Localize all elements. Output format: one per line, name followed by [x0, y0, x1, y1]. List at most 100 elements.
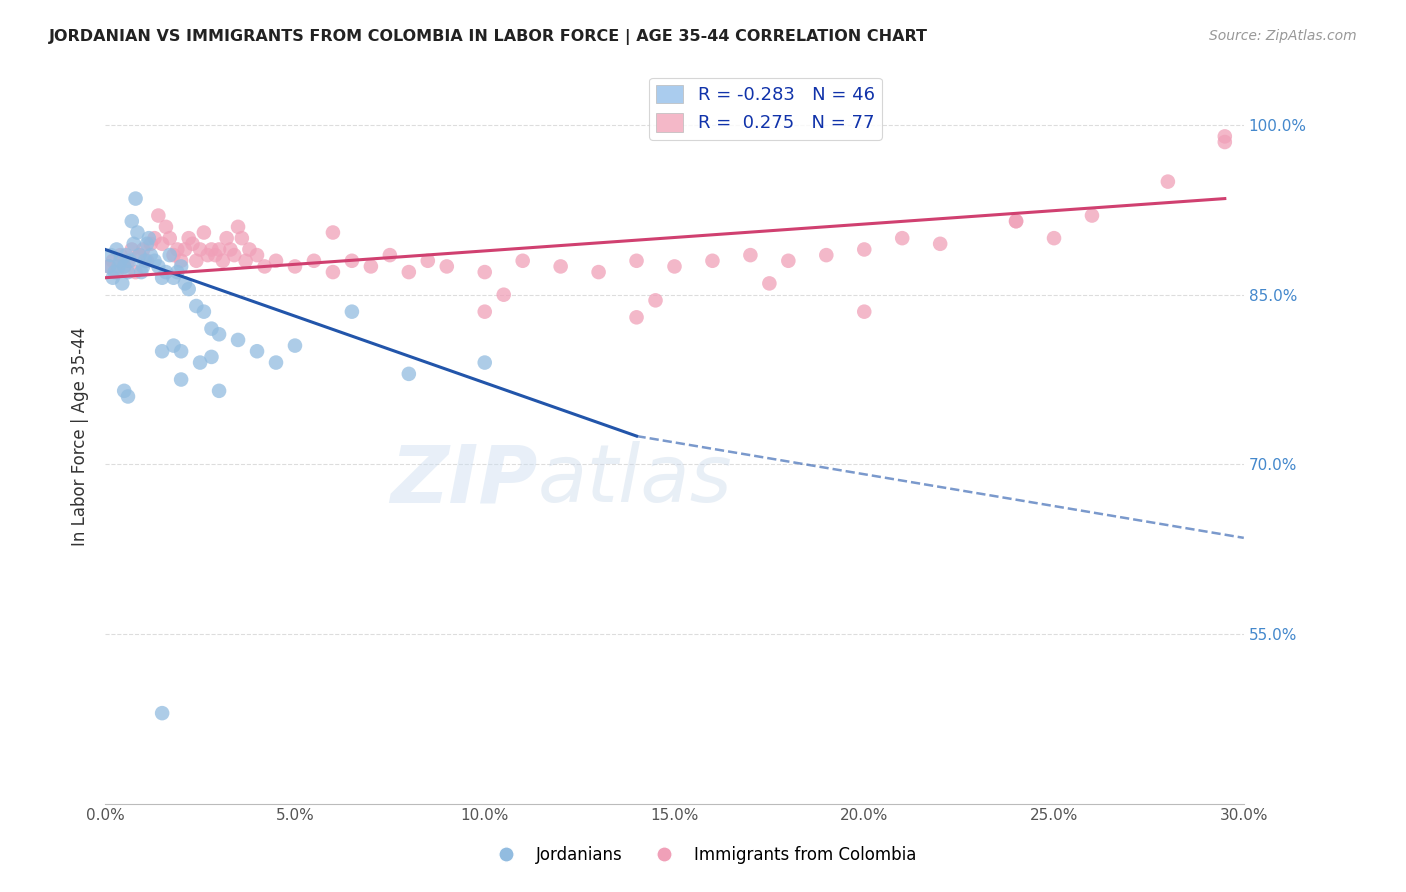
Point [212, 253, 235, 268]
Point [112, 260, 135, 274]
Point [127, 226, 149, 240]
Point [155, 219, 177, 234]
Point [208, 327, 231, 342]
Point [492, 287, 515, 301]
Point [110, 253, 132, 268]
Point [166, 265, 188, 279]
Point [474, 265, 496, 279]
Point [1157, 175, 1180, 189]
Point [778, 253, 800, 268]
Point [398, 265, 420, 279]
Point [111, 277, 134, 291]
Point [264, 253, 287, 268]
Point [226, 219, 249, 234]
Point [112, 260, 135, 274]
Point [132, 260, 155, 274]
Point [340, 304, 363, 318]
Point [193, 304, 215, 318]
Point [122, 236, 145, 251]
Point [150, 706, 173, 720]
Point [588, 265, 610, 279]
Point [644, 293, 666, 308]
Point [162, 338, 184, 352]
Point [197, 248, 219, 262]
Point [115, 248, 138, 262]
Point [204, 248, 226, 262]
Point [193, 226, 215, 240]
Point [170, 344, 193, 359]
Point [853, 243, 876, 257]
Point [107, 260, 129, 274]
Point [238, 243, 260, 257]
Point [138, 231, 160, 245]
Legend: R = -0.283   N = 46, R =  0.275   N = 77: R = -0.283 N = 46, R = 0.275 N = 77 [650, 78, 882, 140]
Point [208, 243, 231, 257]
Point [101, 270, 124, 285]
Point [188, 355, 211, 369]
Point [105, 265, 128, 279]
Point [124, 192, 146, 206]
Point [1005, 214, 1028, 228]
Point [740, 248, 762, 262]
Point [174, 277, 197, 291]
Point [416, 253, 439, 268]
Point [378, 248, 401, 262]
Point [436, 260, 458, 274]
Point [226, 333, 249, 347]
Point [143, 231, 166, 245]
Point [186, 253, 208, 268]
Point [322, 226, 344, 240]
Point [174, 243, 197, 257]
Point [177, 231, 200, 245]
Point [360, 260, 382, 274]
Point [105, 243, 128, 257]
Point [150, 236, 173, 251]
Point [1005, 214, 1028, 228]
Point [1213, 135, 1236, 149]
Point [246, 344, 269, 359]
Point [815, 248, 838, 262]
Point [155, 265, 177, 279]
Point [891, 231, 914, 245]
Point [626, 253, 648, 268]
Point [474, 304, 496, 318]
Point [104, 265, 127, 279]
Point [758, 277, 780, 291]
Point [166, 243, 188, 257]
Text: JORDANIAN VS IMMIGRANTS FROM COLOMBIA IN LABOR FORCE | AGE 35-44 CORRELATION CHA: JORDANIAN VS IMMIGRANTS FROM COLOMBIA IN… [49, 29, 928, 45]
Point [170, 372, 193, 386]
Point [246, 248, 269, 262]
Point [626, 310, 648, 325]
Point [215, 231, 238, 245]
Point [929, 236, 952, 251]
Point [148, 209, 170, 223]
Point [139, 248, 162, 262]
Text: atlas: atlas [538, 442, 733, 519]
Point [162, 248, 184, 262]
Point [1081, 209, 1104, 223]
Point [117, 265, 139, 279]
Point [128, 248, 150, 262]
Point [302, 253, 325, 268]
Point [1213, 129, 1236, 144]
Point [200, 350, 222, 364]
Point [474, 355, 496, 369]
Point [143, 253, 166, 268]
Point [177, 282, 200, 296]
Point [159, 231, 181, 245]
Point [162, 270, 184, 285]
Point [136, 236, 159, 251]
Point [550, 260, 572, 274]
Point [253, 260, 276, 274]
Point [664, 260, 686, 274]
Point [98, 260, 121, 274]
Point [128, 248, 150, 262]
Point [101, 253, 124, 268]
Point [284, 338, 307, 352]
Point [150, 344, 173, 359]
Point [150, 270, 173, 285]
Point [208, 384, 231, 398]
Point [121, 243, 143, 257]
Point [117, 253, 139, 268]
Point [159, 248, 181, 262]
